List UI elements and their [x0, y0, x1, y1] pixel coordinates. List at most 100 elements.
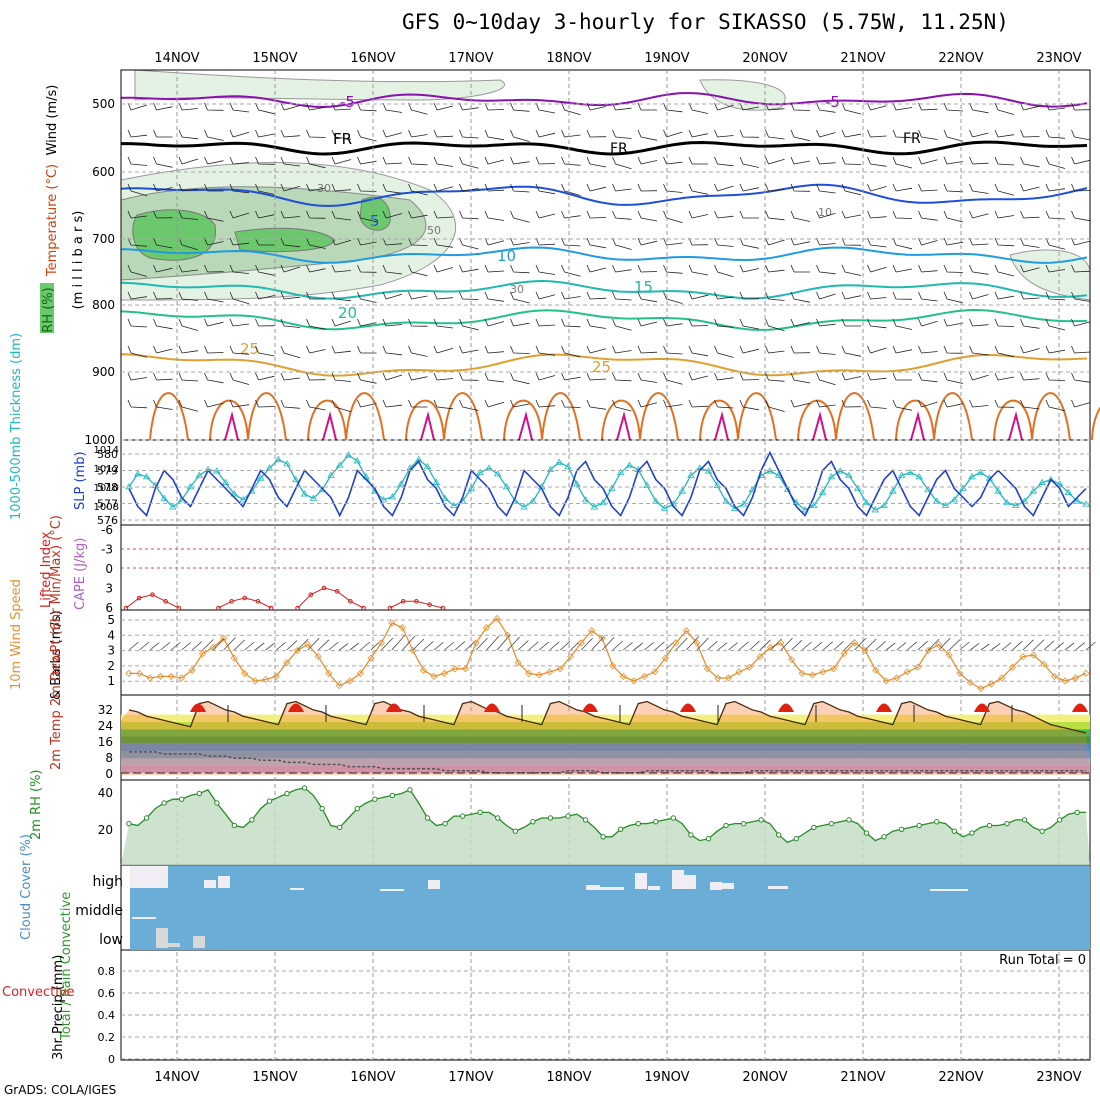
- wind-barb-10m: [549, 641, 560, 651]
- wind-barb: [841, 318, 861, 327]
- wind-barb: [994, 372, 1015, 381]
- temp-peak-2: [386, 703, 402, 712]
- wind-speed-point: [819, 668, 827, 676]
- wind-barb-10m: [801, 641, 812, 651]
- wind-barb: [255, 291, 275, 300]
- wind-barb: [561, 399, 581, 408]
- wind-barb: [255, 210, 275, 219]
- wind-barb: [535, 345, 556, 356]
- wind-barb: [841, 210, 862, 219]
- rh2m-point: [898, 826, 905, 832]
- thickness-point: [950, 496, 959, 503]
- thickness-point: [818, 488, 827, 496]
- wind-barb: [255, 399, 275, 408]
- wind-barb-10m: [717, 642, 728, 651]
- wind-barb: [433, 345, 454, 354]
- wind-barb: [841, 129, 862, 138]
- wind-barb: [1071, 318, 1091, 327]
- slp-tick: 1014: [94, 445, 119, 456]
- ylabel-wind10m: 10m Wind Speed: [9, 579, 24, 690]
- thickness-point: [529, 497, 537, 504]
- wind-barb: [331, 210, 352, 221]
- hot-core-5: [714, 411, 729, 441]
- wind-barb: [994, 210, 1015, 219]
- wind-barb: [255, 264, 275, 276]
- wind-barb: [1020, 210, 1040, 219]
- wind-barb-10m: [433, 642, 444, 651]
- wind-speed-point: [146, 674, 154, 682]
- slp-line: [128, 450, 1087, 518]
- wind-barb: [1071, 156, 1091, 165]
- wind-barb: [867, 129, 887, 138]
- wind-speed-point: [167, 672, 175, 680]
- wind-barb: [841, 399, 862, 408]
- wind-barb: [255, 129, 275, 138]
- wind-barb: [612, 129, 632, 139]
- temp-peak-4: [582, 703, 598, 712]
- thickness-point: [353, 457, 361, 464]
- wind-barb: [178, 399, 199, 412]
- wind-barb: [586, 291, 607, 300]
- wind-speed-point: [241, 669, 249, 677]
- wind-barb: [484, 129, 505, 141]
- wind-barb: [1045, 318, 1066, 331]
- wind-barb: [765, 399, 785, 412]
- wind-speed-point: [262, 675, 270, 684]
- wind-speed-point: [893, 674, 901, 682]
- li-point: [387, 605, 393, 611]
- wind-barb: [153, 237, 173, 249]
- wind-barb: [204, 156, 224, 165]
- wind-barb: [331, 264, 352, 273]
- rh2m-point: [196, 790, 202, 797]
- wind-barb: [229, 210, 250, 219]
- wind-barb: [816, 399, 836, 408]
- wind-barb-10m: [970, 642, 980, 651]
- thickness-point: [748, 485, 757, 493]
- thickness-point: [581, 496, 590, 503]
- thickness-point: [169, 503, 177, 510]
- wind-barb: [331, 399, 352, 413]
- wind-barb: [408, 318, 428, 327]
- hot-contour-b-8: [993, 399, 1033, 441]
- cloud-high-bar: [380, 889, 404, 891]
- wind-barb: [586, 372, 607, 381]
- isotherm-5: [120, 308, 1088, 331]
- precip-tick: 0.8: [98, 965, 116, 978]
- wind-speed-point: [998, 674, 1006, 682]
- temp-band-6: [121, 721, 1090, 730]
- wind-barb: [663, 183, 683, 193]
- wind-barb: [663, 237, 683, 246]
- rh-legend-swatch: [40, 283, 54, 333]
- wind-speed-point: [293, 646, 301, 655]
- wind-speed-point: [472, 639, 480, 647]
- wind-barb: [841, 102, 862, 115]
- wind-barb: [892, 102, 913, 111]
- wind-barb: [331, 183, 352, 192]
- wind-barb: [586, 102, 607, 111]
- isotherm-label-6b: 25: [592, 358, 611, 376]
- rh2m-point: [951, 828, 958, 834]
- wind-barb: [178, 345, 199, 354]
- wind-barb: [1045, 156, 1066, 169]
- wind-barb: [943, 264, 964, 273]
- wind-speed-point: [640, 672, 648, 680]
- cloud-high-bar: [428, 880, 440, 889]
- wind-barb: [918, 345, 938, 354]
- wind-speed-point: [493, 614, 501, 623]
- wind-barb: [892, 318, 913, 330]
- rh2m-point: [565, 813, 571, 819]
- thickness-point: [397, 480, 405, 487]
- wind-barb-10m: [917, 640, 928, 651]
- thickness-point: [976, 468, 985, 475]
- hot-core-3: [518, 411, 533, 441]
- wind-barb: [816, 210, 836, 219]
- wind-speed-point: [1061, 677, 1069, 685]
- wind-barb: [841, 345, 862, 357]
- hot-core-0: [224, 411, 239, 441]
- wind-speed-point: [966, 678, 974, 687]
- wind-barb: [153, 210, 173, 219]
- wind-barb: [204, 264, 224, 273]
- thickness-point: [520, 503, 528, 510]
- thickness-point: [494, 470, 502, 477]
- wind-barb: [1020, 156, 1040, 168]
